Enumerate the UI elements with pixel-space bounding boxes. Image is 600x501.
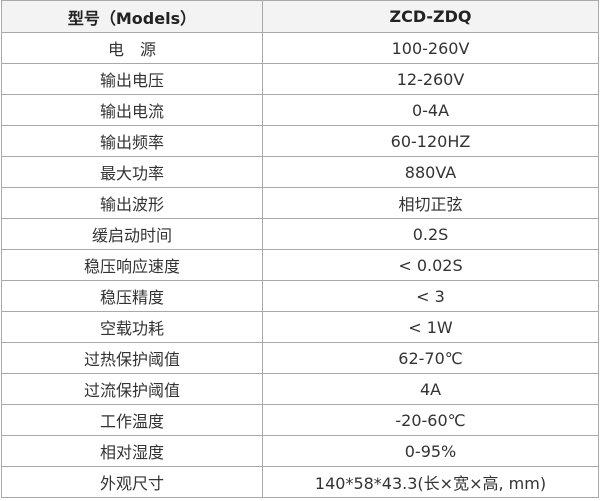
param-value: 0-4A xyxy=(262,94,599,126)
param-value: < 3 xyxy=(262,280,599,312)
table-row: 缓启动时间 0.2S xyxy=(1,218,599,250)
table-row: 空载功耗 < 1W xyxy=(1,311,599,343)
param-value: < 1W xyxy=(262,311,599,343)
header-cell: ZCD-ZDQ xyxy=(262,0,599,33)
param-name: 工作温度 xyxy=(1,404,263,436)
param-name: 最大功率 xyxy=(1,156,263,188)
table-row: 相对湿度 0-95% xyxy=(1,435,599,467)
header-cell: 型号（Models） xyxy=(1,0,263,33)
param-value: 62-70℃ xyxy=(262,342,599,374)
table-row: 过流保护阈值 4A xyxy=(1,373,599,405)
param-value: 4A xyxy=(262,373,599,405)
table-body: 电 源 100-260V 输出电压 12-260V 输出电流 0-4A 输出频率 60-120… xyxy=(1,32,599,498)
param-value: 0.2S xyxy=(262,218,599,250)
param-value: 60-120HZ xyxy=(262,125,599,157)
param-name: 输出频率 xyxy=(1,125,263,157)
param-value: 880VA xyxy=(262,156,599,188)
param-value: < 0.02S xyxy=(262,249,599,281)
param-name: 输出电压 xyxy=(1,63,263,95)
param-name: 输出波形 xyxy=(1,187,263,219)
header-row: 型号（Models） ZCD-ZDQ xyxy=(1,0,599,33)
param-value: 12-260V xyxy=(262,63,599,95)
param-name: 空载功耗 xyxy=(1,311,263,343)
table-row: 输出电压 12-260V xyxy=(1,63,599,95)
table-row: 最大功率 880VA xyxy=(1,156,599,188)
param-name: 缓启动时间 xyxy=(1,218,263,250)
param-name: 过热保护阈值 xyxy=(1,342,263,374)
table-row: 过热保护阈值 62-70℃ xyxy=(1,342,599,374)
param-name: 相对湿度 xyxy=(1,435,263,467)
param-name: 外观尺寸 xyxy=(1,466,263,498)
param-value: 100-260V xyxy=(262,32,599,64)
param-name: 稳压精度 xyxy=(1,280,263,312)
table-row: 稳压精度 < 3 xyxy=(1,280,599,312)
table-row: 外观尺寸 140*58*43.3(长×宽×高, mm) xyxy=(1,466,599,498)
param-name: 输出电流 xyxy=(1,94,263,126)
param-name: 稳压响应速度 xyxy=(1,249,263,281)
param-value: -20-60℃ xyxy=(262,404,599,436)
param-value: 0-95% xyxy=(262,435,599,467)
table-row: 稳压响应速度 < 0.02S xyxy=(1,249,599,281)
table-row: 输出频率 60-120HZ xyxy=(1,125,599,157)
table-row: 输出电流 0-4A xyxy=(1,94,599,126)
table-row: 输出波形 相切正弦 xyxy=(1,187,599,219)
table-row: 工作温度 -20-60℃ xyxy=(1,404,599,436)
table-row: 电 源 100-260V xyxy=(1,32,599,64)
param-name: 过流保护阈值 xyxy=(1,373,263,405)
param-name: 电 源 xyxy=(1,32,263,64)
param-value: 140*58*43.3(长×宽×高, mm) xyxy=(262,466,599,498)
param-value: 相切正弦 xyxy=(262,187,599,219)
